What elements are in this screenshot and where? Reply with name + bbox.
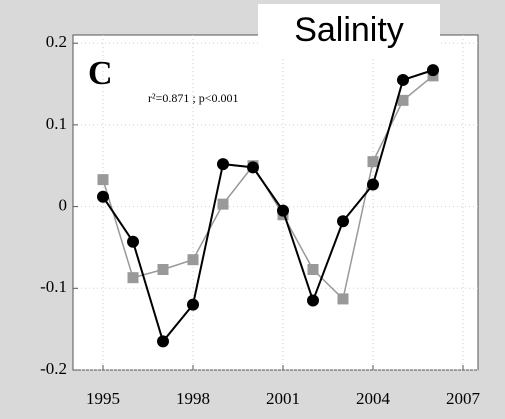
point — [187, 298, 199, 311]
point — [247, 161, 259, 174]
y-tick-label: -0.1 — [40, 277, 67, 296]
y-tick-label: 0.1 — [46, 114, 67, 133]
y-tick-label: 0.2 — [46, 32, 67, 51]
y-tick-label: 0 — [59, 195, 68, 214]
point — [367, 156, 379, 168]
title-box — [258, 4, 440, 56]
point — [397, 73, 409, 86]
y-tick-label: -0.2 — [40, 359, 67, 378]
plot-layer — [73, 35, 478, 371]
point — [97, 174, 109, 186]
point — [157, 264, 169, 275]
point — [337, 215, 349, 228]
panel-label: C — [88, 55, 113, 92]
point — [367, 178, 379, 191]
point — [307, 294, 319, 307]
x-tick-label: 2007 — [446, 389, 481, 408]
point — [307, 264, 319, 275]
point — [127, 235, 139, 248]
point — [127, 272, 139, 284]
point — [157, 335, 169, 348]
point — [277, 204, 289, 217]
series-line — [102, 69, 434, 344]
point — [97, 190, 109, 203]
point — [217, 198, 229, 210]
point — [187, 254, 199, 266]
x-tick-label: 2001 — [266, 389, 300, 408]
point — [337, 293, 349, 305]
point — [217, 158, 229, 171]
point — [427, 64, 439, 77]
chart-title: Salinity — [294, 11, 404, 49]
x-tick-label: 1995 — [86, 389, 120, 408]
point — [397, 94, 409, 106]
x-tick-label: 2004 — [356, 389, 391, 408]
annotation: r²=0.871 ; p<0.001 — [148, 91, 238, 105]
x-tick-label: 1998 — [176, 389, 210, 408]
